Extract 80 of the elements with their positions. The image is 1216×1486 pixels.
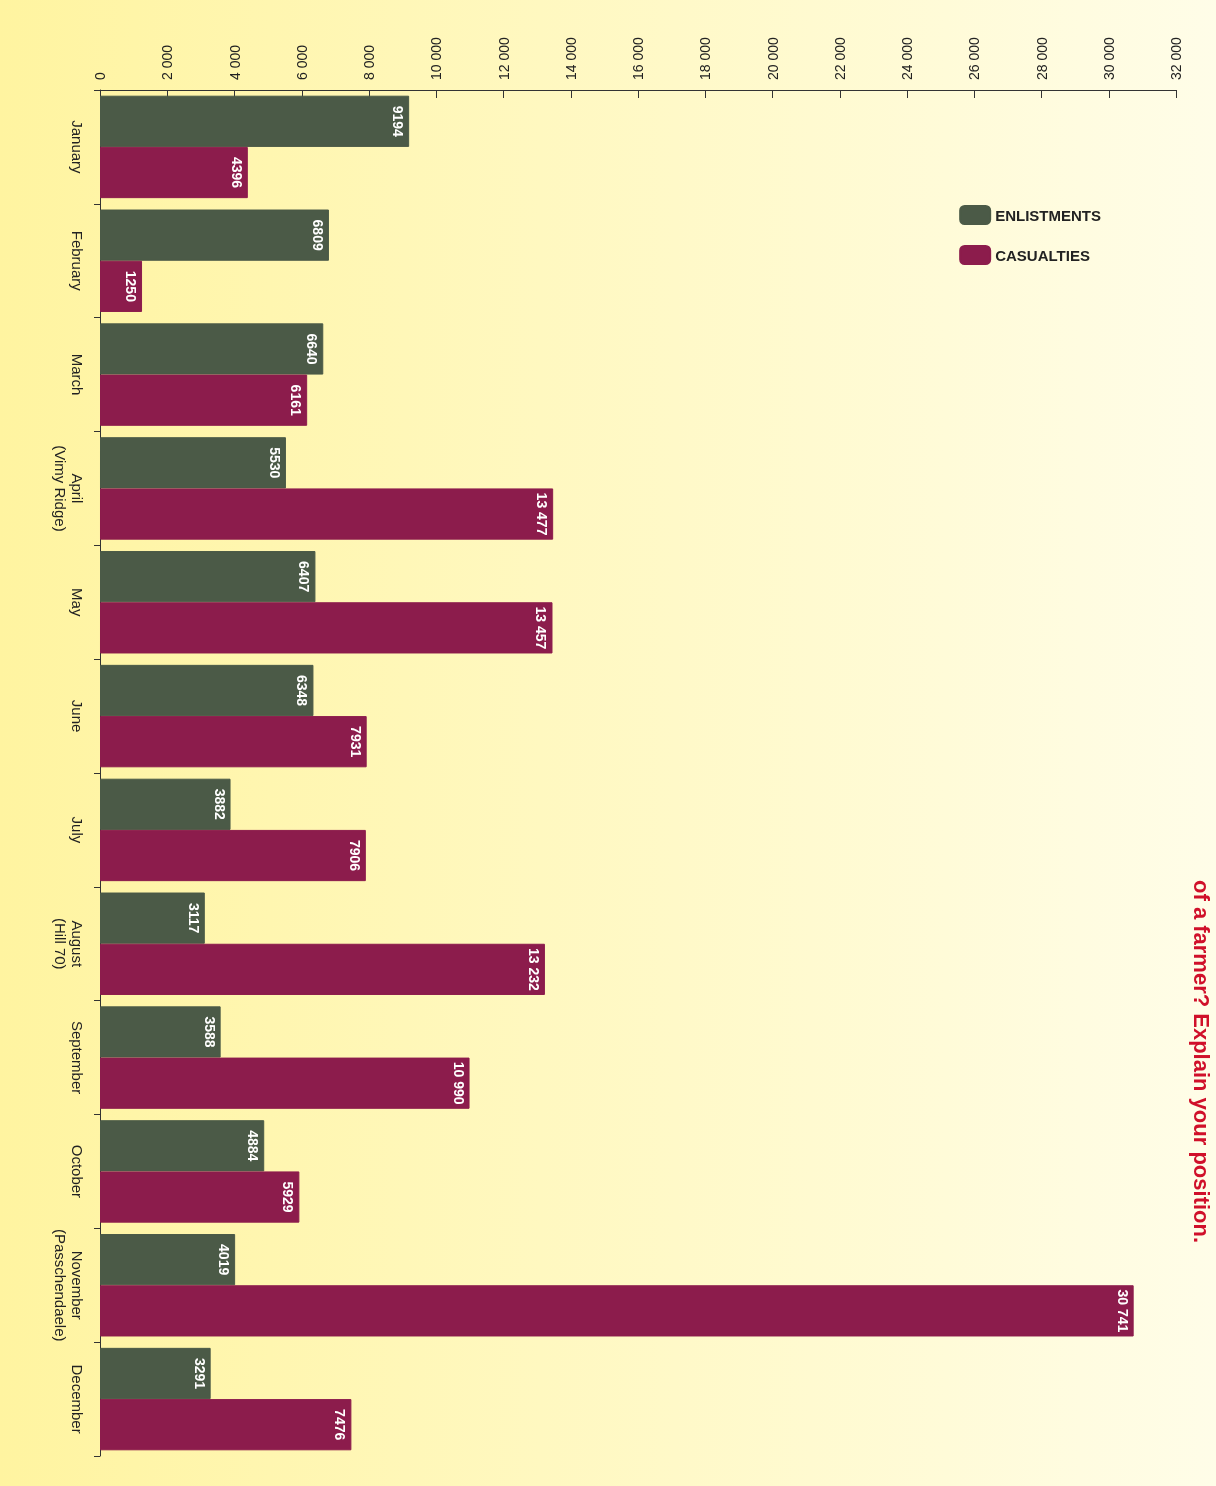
y-tick-label: September: [69, 1020, 86, 1095]
data-label: 1250: [123, 270, 140, 303]
bar: [100, 1006, 221, 1058]
data-label: 6161: [288, 384, 305, 416]
x-tick-label: 26 000: [966, 36, 983, 80]
y-tick-label: March: [69, 353, 86, 396]
y-tick-label: June: [69, 699, 86, 733]
legend-label: ENLISTMENTS: [995, 206, 1102, 224]
bar: [100, 323, 324, 375]
x-tick-label: 8 000: [361, 44, 377, 80]
bar: [100, 209, 329, 261]
bar: [100, 829, 366, 882]
data-label: 7906: [346, 839, 363, 872]
text: of a farmer? Explain your position.: [1188, 880, 1214, 1244]
x-tick-label: 16 000: [630, 36, 646, 80]
bar: [100, 664, 314, 717]
data-label: 3117: [185, 902, 202, 934]
bar: [100, 437, 286, 489]
data-label: 5530: [266, 447, 283, 479]
x-tick-label: 24 000: [899, 36, 915, 80]
data-label: 7931: [347, 726, 364, 758]
y-tick-label: January: [69, 120, 86, 175]
bar: [100, 488, 554, 540]
bar: [100, 1347, 211, 1400]
data-label: 4019: [216, 1244, 233, 1276]
bar: [100, 95, 410, 147]
data-label: 3291: [191, 1357, 208, 1390]
y-tick-label: February: [69, 230, 86, 292]
data-label: 30 741: [1114, 1289, 1131, 1333]
bar: [100, 1120, 265, 1172]
data-label: 4884: [245, 1130, 262, 1162]
data-label: 6348: [294, 674, 311, 707]
bar: [100, 892, 205, 944]
y-tick-label: August (Hill 70): [52, 917, 86, 970]
x-tick-label: 2 000: [159, 44, 176, 80]
bar: [100, 551, 316, 603]
y-tick-label: April (Vimy Ridge): [52, 445, 86, 532]
bar: [100, 943, 545, 995]
y-tick-label: July: [69, 816, 86, 844]
data-label: 3882: [211, 788, 228, 821]
data-label: 6809: [309, 219, 326, 251]
bar: [100, 260, 143, 312]
y-tick-label: May: [69, 588, 86, 617]
legend-label: CASUALTIES: [995, 246, 1090, 264]
y-tick-label: November (Passchendaele): [52, 1228, 86, 1342]
data-label: 10 990: [450, 1061, 467, 1105]
x-tick-label: 10 000: [428, 36, 445, 80]
x-tick-label: 28 000: [1033, 36, 1050, 80]
data-label: 7476: [332, 1409, 349, 1441]
x-tick-label: 32 000: [1168, 36, 1184, 80]
x-tick-label: 6 000: [293, 44, 310, 80]
bar: [100, 1234, 236, 1286]
data-label: 13 457: [533, 606, 550, 650]
bar: [100, 602, 553, 654]
data-label: 4396: [228, 156, 245, 189]
data-label: 13 477: [534, 492, 551, 536]
x-tick-label: 4 000: [226, 44, 243, 80]
bar: [100, 716, 367, 768]
x-tick-label: 22 000: [831, 36, 848, 80]
x-tick-label: 30 000: [1100, 36, 1117, 80]
data-label: 3588: [201, 1016, 218, 1048]
x-tick-label: 0: [92, 72, 108, 80]
bar: [100, 1399, 352, 1451]
bar: [100, 146, 248, 199]
bar: [100, 778, 231, 830]
y-tick-label: October: [69, 1144, 86, 1199]
y-tick-label: December: [69, 1364, 86, 1434]
bar: [100, 374, 308, 426]
data-label: 9194: [390, 105, 407, 138]
x-tick-label: 18 000: [697, 36, 714, 80]
data-label: 6640: [304, 333, 321, 365]
x-tick-label: 12 000: [495, 36, 512, 80]
x-tick-label: 20 000: [764, 36, 781, 80]
bar: [100, 1057, 470, 1109]
data-label: 5929: [280, 1181, 297, 1213]
data-label: 13 232: [525, 947, 542, 991]
bar: [100, 1171, 300, 1223]
x-tick-label: 14 000: [562, 36, 579, 80]
bar: [100, 1285, 1134, 1337]
data-label: 6407: [296, 561, 313, 593]
